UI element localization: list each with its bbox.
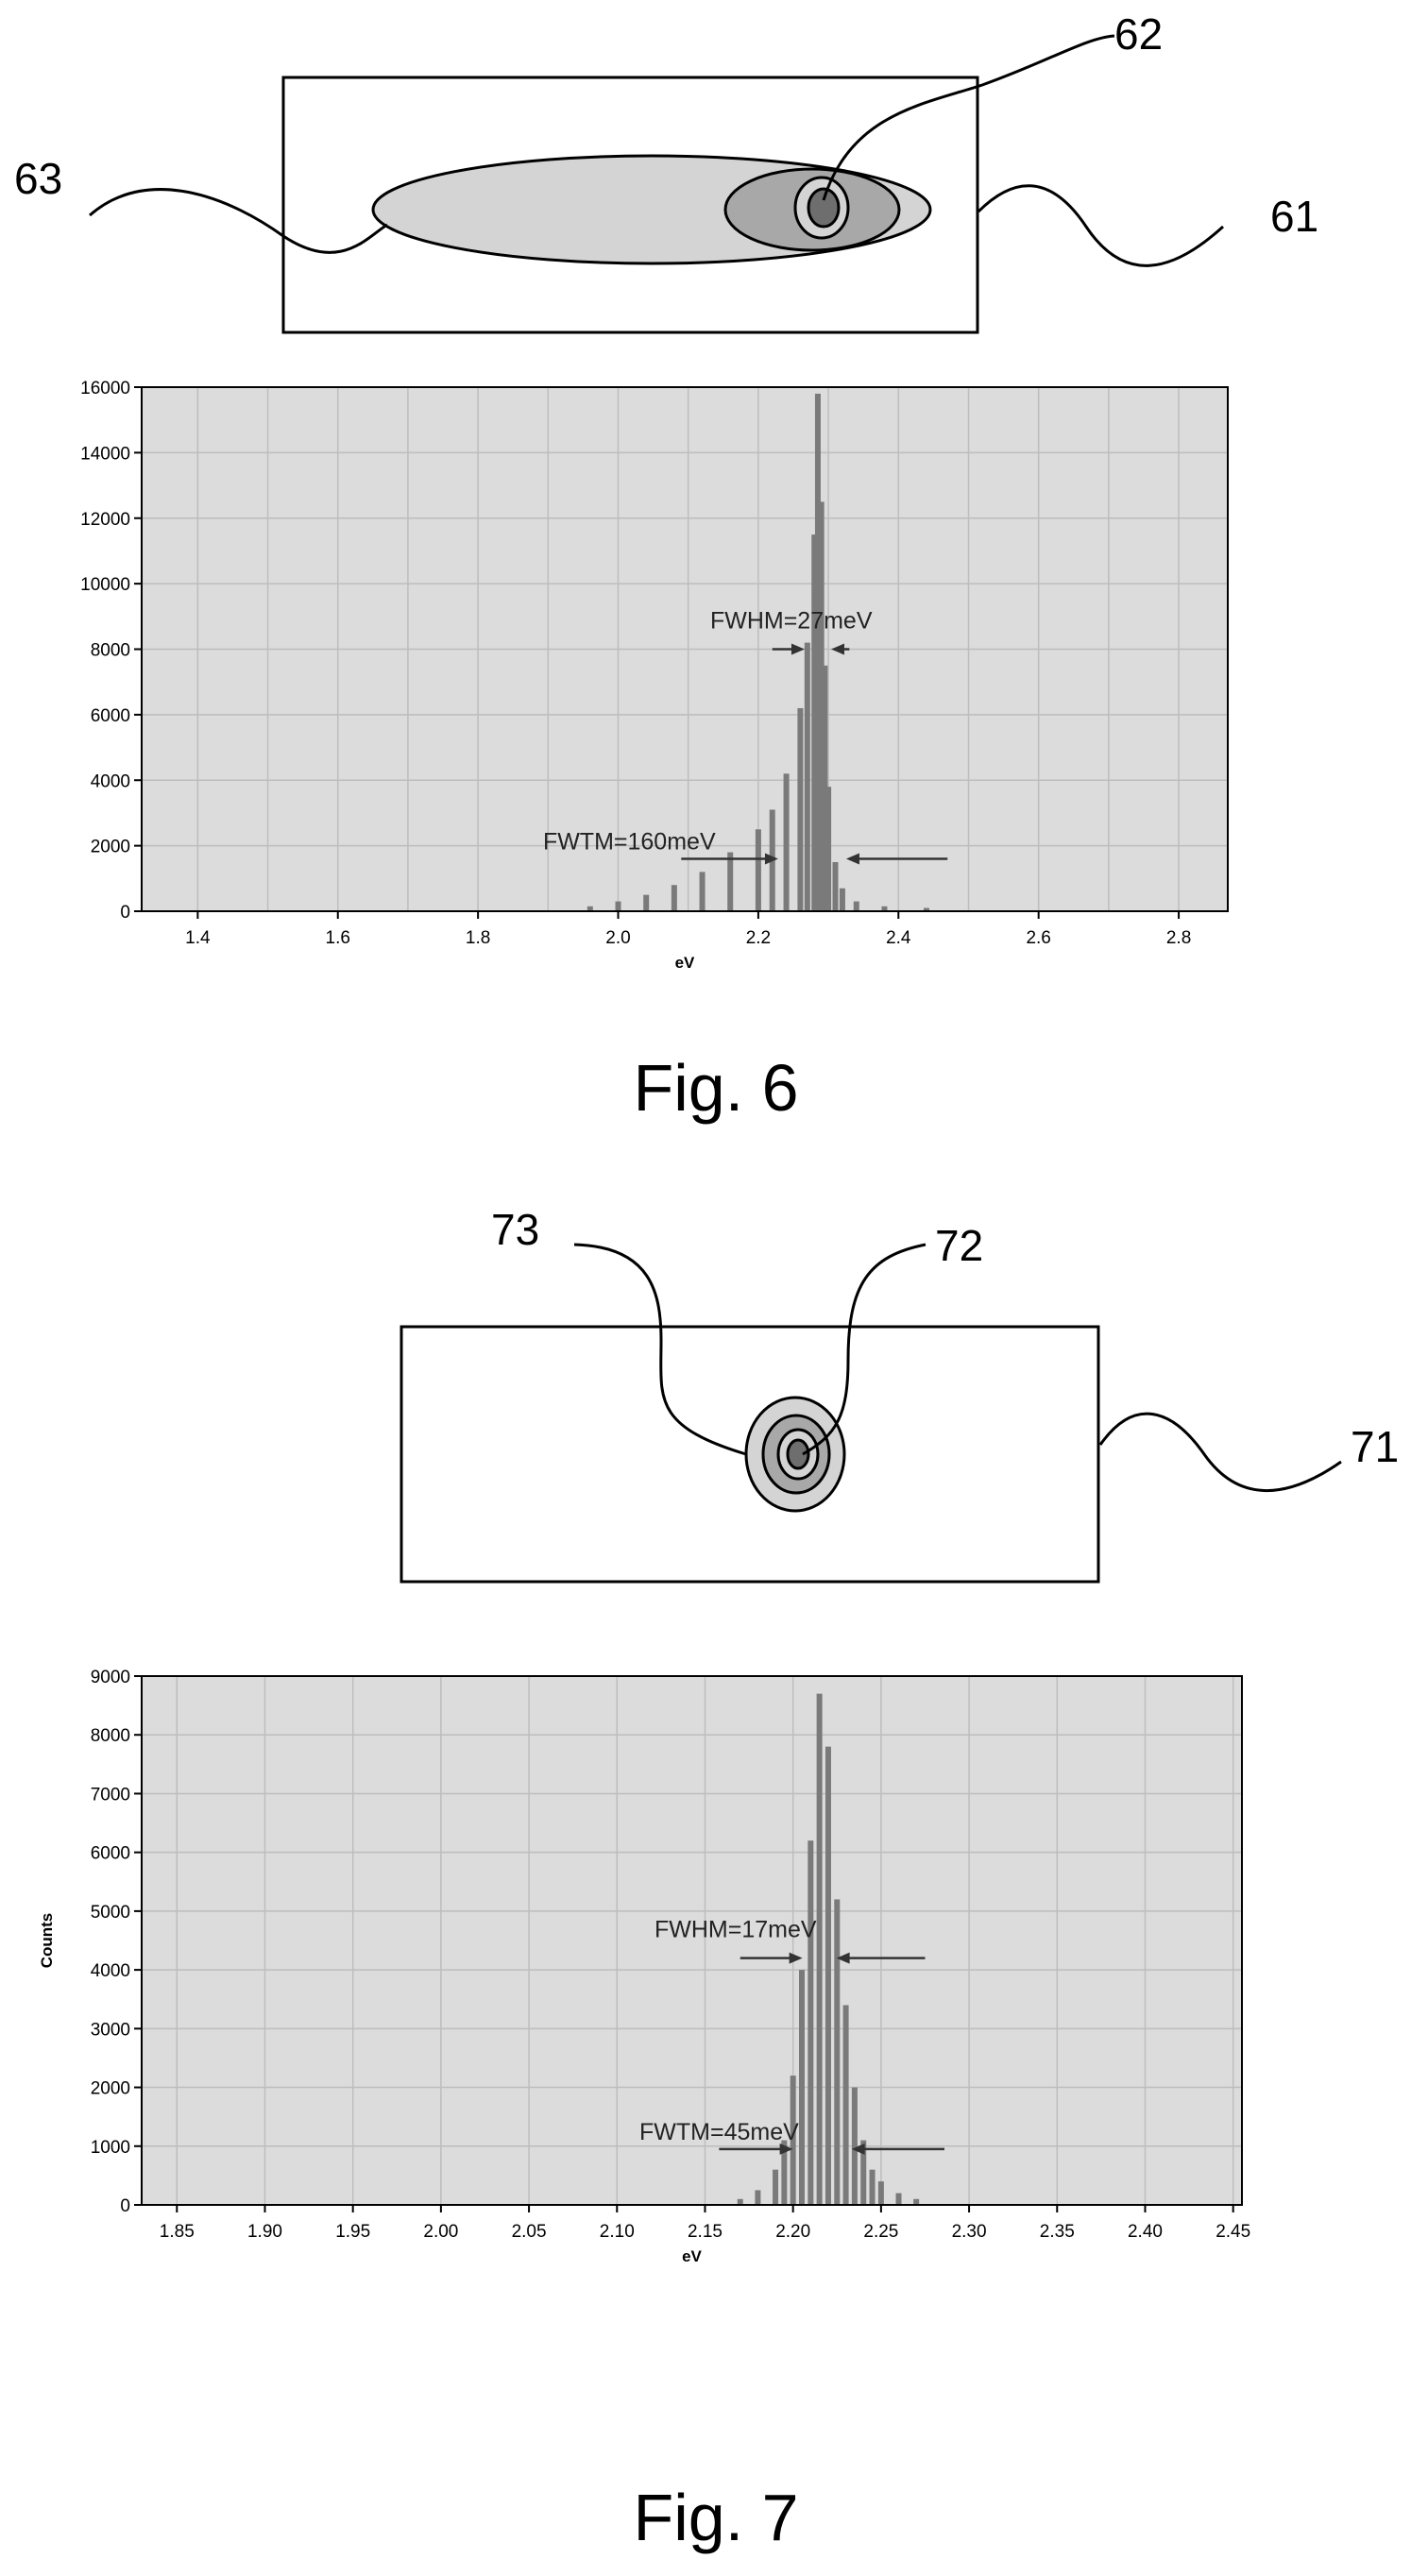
y-tick-label: 14000	[80, 444, 130, 464]
x-tick-label: 1.6	[326, 928, 350, 948]
fig6-core-ellipse	[808, 189, 839, 227]
x-tick-label: 1.95	[335, 2222, 370, 2242]
histogram-bar	[700, 872, 706, 911]
fig6-ref-label-63: 63	[14, 154, 62, 203]
x-tick-label: 2.40	[1128, 2222, 1163, 2242]
y-tick-label: 9000	[91, 1668, 130, 1687]
histogram-bar	[825, 787, 831, 911]
histogram-bar	[773, 2170, 778, 2205]
fig6-leader-line-63	[90, 190, 387, 253]
fig6-spectrum-chart: 0 2000 4000 6000 8000 10000 12000 14000 16000 1.4…	[80, 379, 1228, 972]
x-tick-label: 2.30	[952, 2222, 987, 2242]
histogram-bar	[843, 2005, 849, 2205]
histogram-bar	[784, 773, 790, 911]
y-tick-label: 3000	[91, 2020, 130, 2040]
x-tick-label: 2.00	[423, 2222, 458, 2242]
fig7-ref-label-71: 71	[1351, 1422, 1399, 1471]
y-tick-label: 10000	[80, 575, 130, 595]
x-tick-label: 2.20	[775, 2222, 810, 2242]
y-tick-label: 4000	[91, 771, 130, 791]
x-tick-label: 2.0	[605, 928, 630, 948]
fig6: 63 62 61 0 2000 4000 6000 8000 10000 12000 1400…	[14, 9, 1318, 1125]
histogram-bar	[840, 889, 845, 911]
histogram-bar	[852, 2088, 858, 2205]
y-tick-label: 1000	[91, 2138, 130, 2158]
histogram-bar	[755, 2190, 760, 2205]
fig7-sample-diagram: 73 72 71	[401, 1205, 1399, 1582]
x-axis-label: eV	[675, 954, 695, 972]
y-tick-label: 8000	[91, 1726, 130, 1746]
fig7-caption: Fig. 7	[633, 2481, 798, 2554]
annotation-label: FWTM=160meV	[543, 829, 716, 856]
x-tick-label: 1.85	[160, 2222, 195, 2242]
fig6-caption: Fig. 6	[633, 1051, 798, 1125]
x-tick-label: 1.4	[185, 928, 211, 948]
histogram-bar	[672, 885, 677, 911]
y-tick-label: 2000	[91, 838, 130, 857]
y-tick-label: 0	[120, 2196, 130, 2216]
annotation-label: FWHM=17meV	[654, 1917, 817, 1943]
x-tick-label: 2.8	[1166, 928, 1191, 948]
x-tick-label: 1.8	[466, 928, 490, 948]
histogram-bar	[854, 902, 859, 911]
y-tick-label: 6000	[91, 706, 130, 726]
x-tick-label: 2.2	[746, 928, 771, 948]
fig6-leader-line-61	[978, 186, 1223, 266]
histogram-bar	[805, 643, 810, 911]
fig7-leader-line-71	[1100, 1414, 1341, 1490]
y-tick-label: 7000	[91, 1785, 130, 1805]
annotation-label: FWHM=27meV	[710, 608, 873, 635]
fig6-sample-diagram: 63 62 61	[14, 9, 1318, 332]
x-axis-label: eV	[682, 2247, 702, 2265]
annotation-label: FWTM=45meV	[639, 2119, 799, 2145]
y-tick-label: 5000	[91, 1903, 130, 1923]
y-tick-label: 6000	[91, 1844, 130, 1864]
histogram-bar	[870, 2170, 876, 2205]
x-tick-label: 2.4	[886, 928, 911, 948]
y-tick-label: 12000	[80, 510, 130, 530]
histogram-bar	[727, 853, 733, 911]
histogram-bar	[756, 829, 761, 911]
fig7-leader-line-73	[574, 1245, 746, 1454]
histogram-bar	[833, 862, 839, 911]
histogram-bar	[643, 895, 649, 911]
x-tick-label: 2.15	[688, 2222, 722, 2242]
histogram-bar	[817, 1694, 823, 2205]
fig7-ref-label-73: 73	[491, 1205, 539, 1254]
histogram-bar	[799, 1970, 805, 2205]
y-tick-label: 4000	[91, 1961, 130, 1981]
x-tick-label: 2.10	[600, 2222, 635, 2242]
x-tick-label: 2.6	[1026, 928, 1050, 948]
histogram-bar	[834, 1899, 840, 2205]
y-axis-label: Counts	[38, 1913, 56, 1969]
y-tick-label: 2000	[91, 2079, 130, 2099]
x-tick-label: 2.25	[863, 2222, 898, 2242]
fig7-spectrum-chart: 0 1000 2000 3000 4000 5000 6000 7000 8000 9000 1.8…	[38, 1668, 1250, 2265]
fig7-ref-label-72: 72	[935, 1221, 983, 1270]
histogram-bar	[616, 902, 621, 911]
x-tick-label: 2.35	[1040, 2222, 1075, 2242]
histogram-bar	[797, 708, 803, 911]
x-tick-label: 2.45	[1216, 2222, 1250, 2242]
y-tick-label: 16000	[80, 379, 130, 398]
fig6-ref-label-61: 61	[1270, 192, 1318, 241]
y-tick-label: 0	[120, 903, 130, 923]
x-tick-label: 1.90	[247, 2222, 282, 2242]
histogram-bar	[825, 1747, 831, 2205]
x-tick-label: 2.05	[512, 2222, 547, 2242]
histogram-bar	[878, 2181, 884, 2205]
fig7: 73 72 71 0 1000 2000 3000 4000 5000 6000 7000 80…	[38, 1205, 1399, 2554]
histogram-bar	[896, 2194, 902, 2205]
fig6-ref-label-62: 62	[1114, 9, 1163, 59]
y-tick-label: 8000	[91, 641, 130, 661]
histogram-bar	[808, 1840, 813, 2205]
